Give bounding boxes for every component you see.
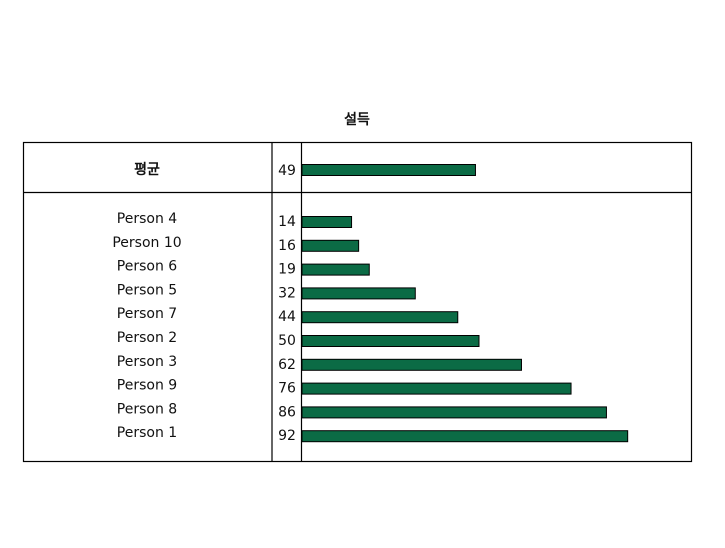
average-label: 평균 — [134, 161, 160, 178]
value-label: 14 — [278, 214, 296, 230]
value-label: 44 — [278, 309, 296, 325]
value-label: 86 — [278, 404, 296, 420]
bar — [301, 335, 480, 347]
category-label: Person 9 — [117, 378, 177, 394]
category-label: Person 3 — [117, 354, 177, 370]
bar — [301, 382, 572, 395]
bar — [301, 216, 353, 228]
table-frame — [22, 141, 693, 463]
bar — [301, 287, 416, 300]
value-label: 19 — [278, 262, 296, 278]
value-label: 50 — [278, 333, 296, 349]
bar — [301, 406, 607, 419]
value-label: 16 — [278, 238, 296, 254]
chart-title: 설득 — [344, 112, 370, 128]
category-label: Person 1 — [117, 425, 177, 441]
value-label: 62 — [278, 357, 296, 373]
bar — [301, 311, 459, 324]
bar — [301, 263, 370, 276]
category-label: Person 4 — [117, 211, 177, 227]
category-label: Person 8 — [117, 401, 177, 417]
bar — [301, 358, 522, 371]
category-label: Person 6 — [117, 259, 177, 275]
value-label: 76 — [278, 381, 296, 397]
bar — [301, 239, 360, 252]
value-label: 49 — [278, 163, 296, 179]
bar — [301, 164, 476, 176]
value-label: 32 — [278, 285, 296, 301]
value-label: 92 — [278, 428, 296, 444]
bar — [301, 430, 629, 443]
category-label: Person 5 — [117, 282, 177, 298]
category-label: Person 2 — [117, 330, 177, 346]
category-label: Person 10 — [112, 235, 181, 251]
category-label: Person 7 — [117, 306, 177, 322]
